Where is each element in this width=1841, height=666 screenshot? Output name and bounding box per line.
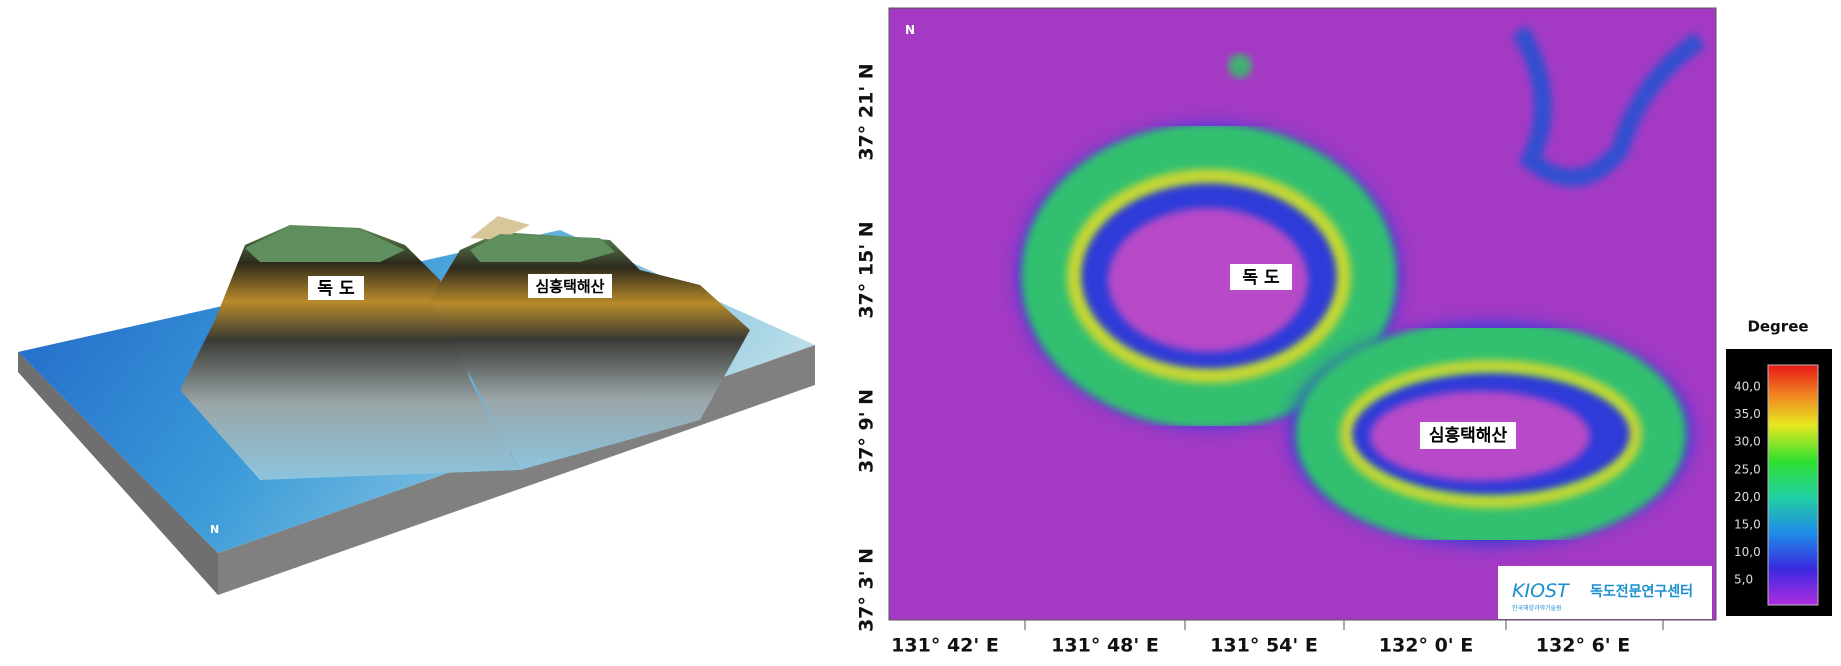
x-tick-label: 131° 42' E: [891, 635, 999, 657]
legend-tick-label: 25,0: [1734, 462, 1761, 476]
slope-ring: [1021, 123, 1397, 429]
block-diagram: 독 도 심흥택해산 N: [18, 216, 815, 595]
y-tick-label: 37° 3' N: [856, 548, 878, 632]
legend-tick-label: 40,0: [1734, 380, 1761, 394]
x-axis: 131° 42' E 131° 48' E 131° 54' E 132° 0' E 1…: [891, 620, 1664, 657]
dokdo-label: 독 도: [1242, 268, 1280, 288]
legend-tick-label: 30,0: [1734, 435, 1761, 449]
colorbar: [1767, 364, 1819, 606]
steep-ring: [1067, 169, 1351, 383]
steep-ring: [1340, 360, 1642, 508]
legend-ticks: 40,0 35,0 30,0 25,0 20,0 15,0 10,0 5,0: [1734, 380, 1761, 587]
legend-title: Degree: [1747, 318, 1808, 336]
legend-tick-label: 15,0: [1734, 518, 1761, 532]
legend-tick-label: 10,0: [1734, 545, 1761, 559]
y-tick-label: 37° 9' N: [856, 389, 878, 473]
legend-tick-label: 20,0: [1734, 490, 1761, 504]
y-tick-label: 37° 15' N: [856, 221, 878, 318]
label-box: [1420, 422, 1516, 449]
map-frame: [888, 7, 1717, 621]
ridge: [1512, 25, 1706, 187]
label-box: [308, 276, 364, 300]
x-tick-label: 131° 48' E: [1051, 635, 1159, 657]
legend: Degree 40,0 35,0 30,0 25,0 20,0 15,0 10,0 5,0: [1726, 318, 1832, 616]
peak: [470, 216, 530, 240]
north-arrow: N: [210, 523, 219, 536]
logo-center: 독도전문연구센터: [1590, 583, 1693, 600]
legend-tick-label: 5,0: [1734, 573, 1753, 587]
y-tick-label: 37° 21' N: [856, 63, 878, 160]
dokdo-label: 독 도: [317, 279, 355, 299]
label-box: [1230, 264, 1292, 290]
x-tick-label: 132° 0' E: [1379, 635, 1473, 657]
x-tick-label: 131° 54' E: [1210, 635, 1318, 657]
knoll: [1228, 54, 1252, 78]
logo-name: KIOST: [1512, 580, 1570, 602]
seamount-massif: [430, 232, 750, 470]
seamount-label: 심흥택해산: [535, 278, 604, 296]
dokdo-top: [245, 226, 405, 262]
block-side: [18, 352, 218, 595]
slope-ring: [1296, 321, 1686, 547]
logo-box: [1498, 566, 1712, 619]
north-arrow: N: [905, 23, 915, 37]
seamount-label: 심흥택해산: [1429, 425, 1508, 446]
label-box: [528, 274, 612, 298]
legend-tick-label: 35,0: [1734, 407, 1761, 421]
slope-map: N 독 도 심흥택해산 37° 21' N37° 15' N37° 9' N37…: [856, 7, 1717, 657]
seamount-top: [470, 234, 615, 262]
x-tick-label: 132° 6' E: [1536, 635, 1630, 657]
y-axis: 37° 21' N 37° 15' N 37° 9' N 37° 3' N: [856, 63, 878, 632]
summit-flat: [1108, 208, 1308, 352]
dokdo-massif: [180, 225, 520, 480]
logo-subtitle: 한국해양과학기술원: [1512, 604, 1562, 612]
